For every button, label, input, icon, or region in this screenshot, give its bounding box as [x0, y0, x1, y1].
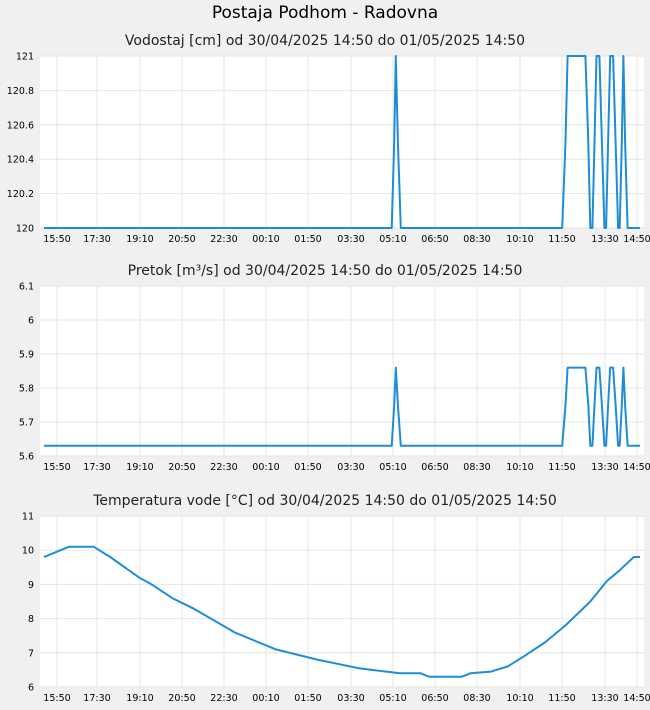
x-tick-label: 06:50 — [421, 462, 448, 473]
x-tick-label: 13:30 — [591, 693, 618, 704]
chart-title: Temperatura vode [°C] od 30/04/2025 14:5… — [92, 493, 557, 509]
x-tick-label: 00:10 — [252, 234, 279, 245]
x-tick-label: 08:30 — [463, 693, 490, 704]
y-tick-label: 120 — [16, 224, 34, 235]
y-tick-label: 6 — [28, 316, 34, 327]
x-tick-label: 15:50 — [43, 234, 70, 245]
x-tick-label: 17:30 — [83, 234, 110, 245]
x-tick-label: 08:30 — [463, 234, 490, 245]
x-tick-label: 06:50 — [421, 693, 448, 704]
x-tick-label: 19:10 — [126, 462, 153, 473]
x-tick-label: 03:30 — [337, 462, 364, 473]
x-tick-label: 22:30 — [210, 234, 237, 245]
y-tick-label: 6 — [28, 683, 34, 694]
x-tick-label: 19:10 — [126, 234, 153, 245]
x-tick-label: 22:30 — [210, 693, 237, 704]
series-line — [44, 55, 640, 229]
x-tick-label: 06:50 — [421, 234, 448, 245]
y-tick-label: 9 — [28, 580, 34, 591]
x-tick-label: 00:10 — [252, 693, 279, 704]
chart-title: Vodostaj [cm] od 30/04/2025 14:50 do 01/… — [125, 33, 525, 49]
x-tick-label: 11:50 — [548, 693, 575, 704]
x-tick-label: 20:50 — [168, 693, 195, 704]
y-tick-label: 5.6 — [19, 452, 34, 463]
plot-area — [40, 56, 644, 228]
series-line — [44, 366, 640, 447]
y-tick-label: 11 — [22, 512, 34, 523]
y-tick-label: 5.7 — [19, 418, 34, 429]
chart-2: Temperatura vode [°C] od 30/04/2025 14:5… — [22, 493, 650, 704]
y-tick-label: 5.9 — [19, 350, 34, 361]
x-tick-label: 22:30 — [210, 462, 237, 473]
y-tick-label: 121 — [16, 52, 34, 63]
x-tick-label: 01:50 — [294, 693, 321, 704]
x-tick-label: 03:30 — [337, 234, 364, 245]
chart-title: Pretok [m³/s] od 30/04/2025 14:50 do 01/… — [128, 263, 523, 279]
x-tick-label: 20:50 — [168, 462, 195, 473]
x-tick-label: 08:30 — [463, 462, 490, 473]
x-tick-label: 10:10 — [506, 462, 533, 473]
x-tick-label: 03:30 — [337, 693, 364, 704]
plot-area — [40, 516, 644, 687]
x-tick-label: 01:50 — [294, 462, 321, 473]
x-tick-label: 11:50 — [548, 234, 575, 245]
y-tick-label: 120.6 — [7, 120, 34, 131]
x-tick-label: 13:30 — [591, 234, 618, 245]
y-tick-label: 120.8 — [7, 86, 34, 97]
y-tick-label: 120.2 — [7, 189, 34, 200]
x-tick-label: 01:50 — [294, 234, 321, 245]
x-tick-label: 00:10 — [252, 462, 279, 473]
y-tick-label: 7 — [28, 648, 34, 659]
page-title: Postaja Podhom - Radovna — [211, 3, 439, 23]
x-tick-label: 13:30 — [591, 462, 618, 473]
x-tick-label: 05:10 — [379, 693, 406, 704]
x-tick-label: 10:10 — [506, 693, 533, 704]
x-tick-label: 17:30 — [83, 693, 110, 704]
chart-0: Vodostaj [cm] od 30/04/2025 14:50 do 01/… — [7, 33, 650, 245]
plot-area — [40, 286, 644, 456]
y-tick-label: 6.1 — [19, 282, 34, 293]
y-tick-label: 120.4 — [7, 155, 34, 166]
x-tick-label: 05:10 — [379, 234, 406, 245]
x-tick-label: 15:50 — [43, 693, 70, 704]
chart-1: Pretok [m³/s] od 30/04/2025 14:50 do 01/… — [19, 263, 650, 473]
x-tick-label: 17:30 — [83, 462, 110, 473]
series-line — [43, 545, 640, 678]
x-tick-label: 15:50 — [43, 462, 70, 473]
x-tick-label: 11:50 — [548, 462, 575, 473]
x-tick-label: 05:10 — [379, 462, 406, 473]
x-tick-label: 14:50 — [623, 462, 650, 473]
x-tick-label: 14:50 — [623, 693, 650, 704]
x-tick-label: 19:10 — [126, 693, 153, 704]
x-tick-label: 10:10 — [506, 234, 533, 245]
y-tick-label: 5.8 — [19, 384, 34, 395]
x-tick-label: 20:50 — [168, 234, 195, 245]
y-tick-label: 10 — [22, 546, 34, 557]
x-tick-label: 14:50 — [623, 234, 650, 245]
y-tick-label: 8 — [28, 614, 34, 625]
